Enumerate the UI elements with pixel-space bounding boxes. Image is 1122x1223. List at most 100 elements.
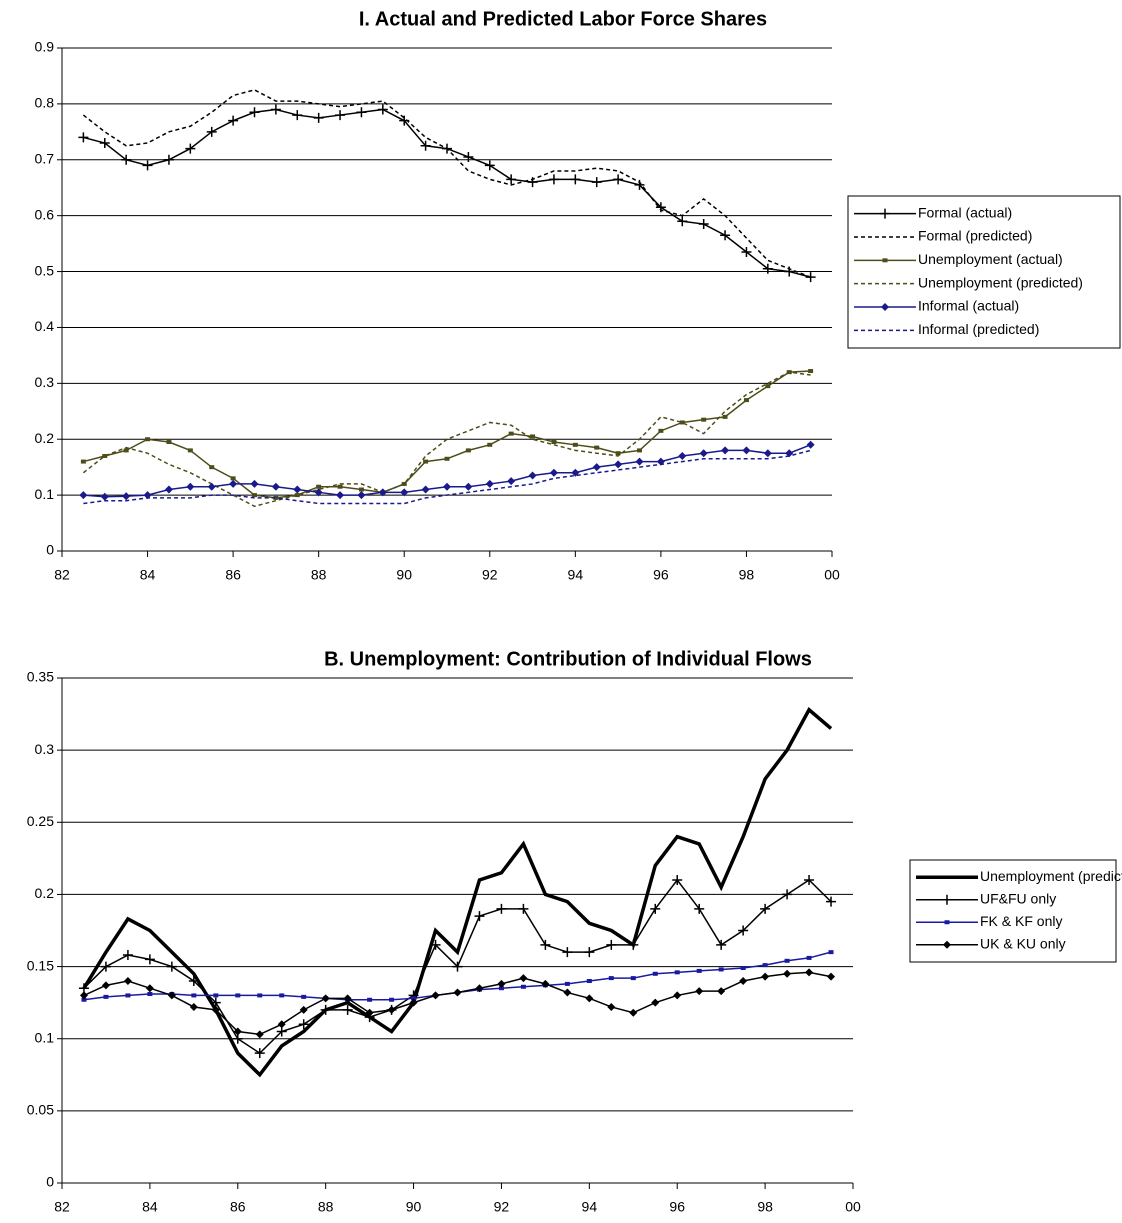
marker (343, 994, 352, 1003)
marker (336, 491, 345, 500)
y-tick-label: 0.8 (35, 95, 55, 111)
marker (540, 939, 551, 950)
chart-title: B. Unemployment: Contribution of Individ… (324, 648, 812, 670)
marker (230, 476, 236, 481)
marker (337, 484, 343, 489)
marker (672, 875, 683, 885)
y-tick-label: 0.9 (35, 39, 55, 55)
marker (143, 491, 152, 500)
y-tick-label: 0.2 (35, 430, 55, 446)
y-tick-label: 0.1 (35, 486, 55, 502)
legend-label: Informal (predicted) (918, 321, 1039, 337)
y-tick-label: 0.7 (35, 150, 55, 166)
marker (699, 449, 708, 458)
marker (783, 969, 792, 978)
marker (608, 976, 614, 981)
marker (387, 1005, 396, 1014)
marker (79, 491, 88, 500)
y-tick-label: 0.6 (35, 206, 55, 222)
legend-label: Unemployment (predicted) (980, 868, 1122, 884)
marker (741, 246, 752, 257)
chart-title: I. Actual and Predicted Labor Force Shar… (359, 8, 767, 30)
marker (100, 492, 109, 501)
marker (211, 1005, 220, 1014)
marker (828, 950, 834, 955)
x-tick-label: 96 (669, 1199, 685, 1215)
x-tick-label: 84 (142, 1199, 158, 1215)
marker (443, 482, 451, 491)
marker (761, 972, 770, 981)
marker (209, 465, 215, 470)
marker (79, 991, 88, 1000)
marker (321, 994, 330, 1003)
marker (629, 1008, 638, 1017)
marker (122, 950, 133, 961)
marker (650, 903, 661, 914)
series-line (82, 707, 833, 1078)
marker (738, 925, 749, 936)
x-tick-label: 94 (568, 567, 584, 583)
marker (430, 939, 441, 950)
marker (549, 468, 558, 477)
marker (453, 988, 462, 997)
legend-marker (944, 920, 950, 925)
marker (784, 958, 790, 963)
marker (358, 487, 364, 492)
marker (249, 107, 260, 118)
marker (658, 428, 664, 433)
marker (484, 160, 495, 171)
marker (273, 495, 279, 500)
marker (584, 947, 595, 958)
marker (765, 384, 771, 389)
legend-label: UK & KU only (980, 935, 1066, 951)
marker (696, 968, 702, 973)
marker (121, 154, 132, 165)
series-line (83, 108, 811, 278)
marker (228, 115, 239, 126)
marker (562, 947, 573, 958)
marker (294, 493, 300, 498)
marker (401, 481, 407, 486)
marker (739, 977, 748, 985)
marker (721, 446, 730, 455)
marker (762, 263, 773, 274)
marker (652, 971, 658, 976)
legend-label: Unemployment (predicted) (918, 274, 1083, 290)
x-tick-label: 92 (482, 567, 498, 583)
marker (564, 981, 570, 986)
marker (827, 972, 836, 981)
marker (145, 437, 151, 442)
marker (164, 485, 173, 494)
x-tick-label: 88 (318, 1199, 334, 1215)
marker (271, 482, 280, 491)
marker (572, 442, 578, 447)
marker (444, 456, 450, 461)
marker (743, 398, 749, 403)
marker (585, 994, 594, 1003)
x-tick-label: 98 (739, 567, 755, 583)
x-tick-label: 90 (396, 567, 412, 583)
marker (716, 939, 727, 950)
series-line (82, 371, 811, 508)
marker (145, 984, 154, 993)
marker (782, 889, 793, 900)
marker (742, 446, 751, 455)
marker (465, 448, 471, 453)
y-tick-label: 0.3 (35, 374, 55, 390)
marker (485, 479, 494, 488)
marker (678, 451, 687, 460)
marker (356, 107, 367, 118)
marker (320, 1004, 331, 1015)
marker (760, 903, 771, 914)
marker (722, 414, 728, 419)
marker (551, 440, 557, 445)
marker (299, 1005, 308, 1014)
marker (804, 875, 815, 885)
marker (695, 987, 704, 996)
marker (257, 993, 263, 998)
marker (498, 986, 504, 991)
legend-marker (942, 894, 952, 905)
marker (277, 1020, 286, 1029)
legend-marker (880, 208, 890, 219)
